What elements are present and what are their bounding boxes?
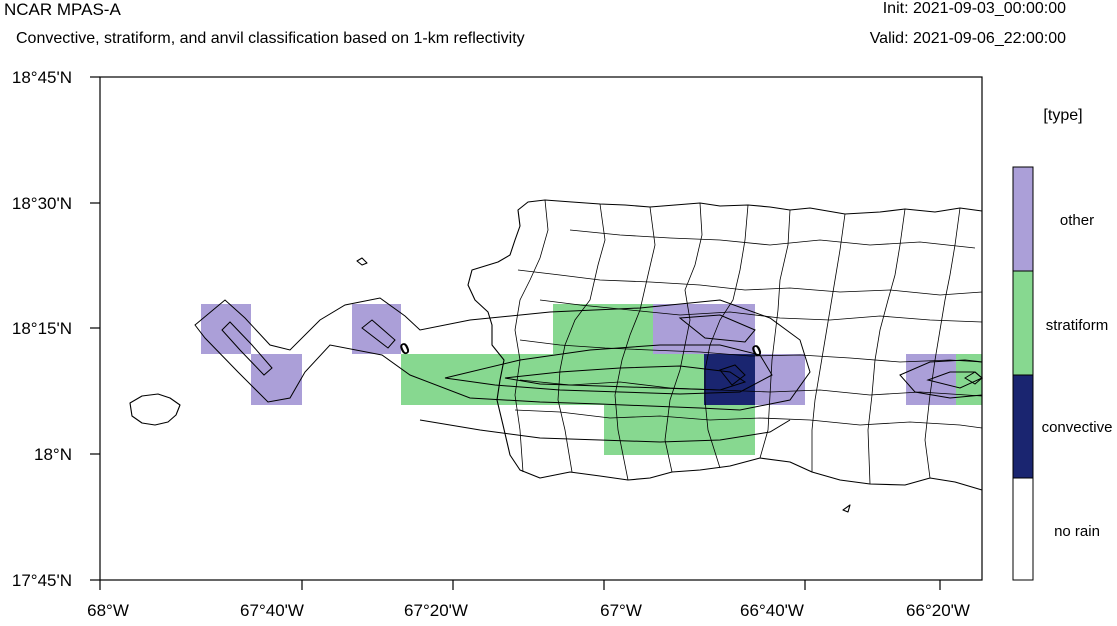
cell-other (906, 354, 956, 405)
lat-label: 18°15'N (12, 319, 72, 338)
valid-time: Valid: 2021-09-06_22:00:00 (869, 30, 1066, 47)
legend-label: other (1060, 212, 1094, 229)
legend-swatch-stratiform (1012, 270, 1034, 376)
lat-label: 18°N (34, 445, 72, 464)
legend-label: no rain (1054, 523, 1100, 540)
init-time: Init: 2021-09-03_00:00:00 (882, 0, 1066, 17)
map-title: NCAR MPAS-A (4, 0, 121, 19)
coastline (129, 199, 983, 513)
lon-label: 67°40'W (240, 601, 304, 620)
legend-label: convective (1042, 419, 1113, 436)
lat-label: 18°30'N (12, 194, 72, 213)
legend-swatch-convective (1012, 374, 1034, 479)
cell-other (352, 304, 401, 354)
reflectivity-contours (194, 297, 983, 443)
lon-label: 66°40'W (740, 601, 804, 620)
map-subtitle: Convective, stratiform, and anvil classi… (16, 30, 525, 47)
legend-swatch-other (1012, 166, 1034, 272)
lat-label: 17°45'N (12, 571, 72, 590)
classification-cells (201, 304, 982, 455)
cell-stratiform (401, 354, 553, 405)
lat-label: 18°45'N (12, 68, 72, 87)
lon-label: 68°W (87, 601, 129, 620)
lon-label: 67°20'W (404, 601, 468, 620)
legend-title: [type] (1043, 107, 1082, 124)
cell-other (653, 304, 755, 354)
cell-other (251, 354, 302, 405)
axis-ticks (90, 76, 941, 590)
cell-other (201, 304, 251, 354)
legend-swatch-no-rain (1012, 477, 1034, 581)
legend-colorbar (1012, 166, 1034, 581)
cell-stratiform (653, 354, 703, 405)
legend-label: stratiform (1046, 317, 1109, 334)
lon-label: 67°W (600, 601, 642, 620)
contour-label: 0 (398, 340, 413, 359)
lon-label: 66°20'W (906, 601, 970, 620)
cell-convective (704, 354, 755, 405)
